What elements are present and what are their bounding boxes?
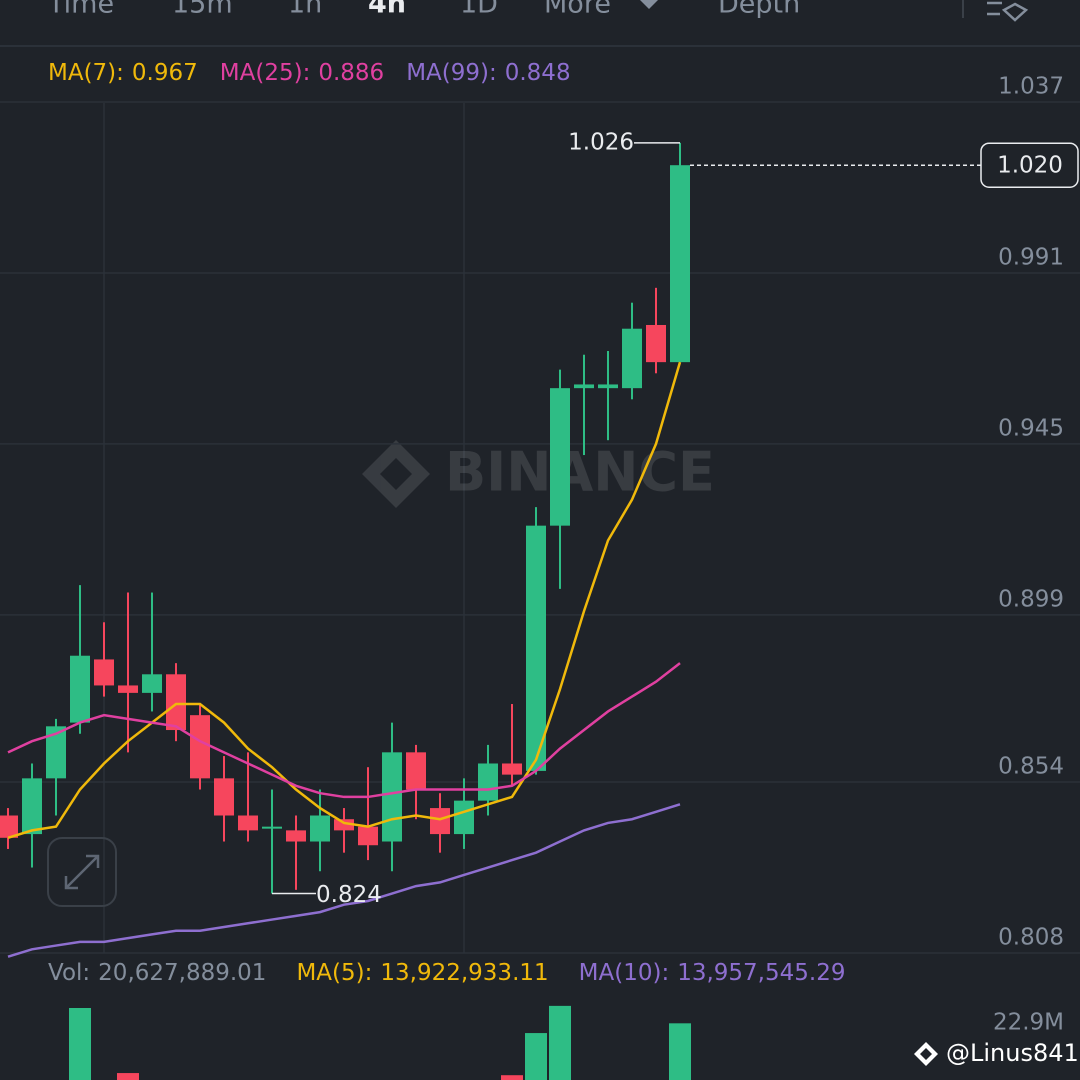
candle-body: [646, 324, 666, 363]
tab[interactable]: More: [544, 0, 611, 20]
watermark-text: BINANCE: [445, 441, 715, 504]
candle-body: [22, 778, 42, 835]
credit-text: @Linus841: [946, 1039, 1079, 1067]
vol-ma-name: MA(5):: [296, 960, 372, 986]
y-tick-label: 1.037: [998, 74, 1064, 100]
candle-body: [94, 659, 114, 686]
volume-bar: [549, 1005, 571, 1080]
volume-bar: [117, 1073, 139, 1080]
candle-body: [0, 815, 18, 838]
candle-body: [670, 165, 690, 363]
tab[interactable]: Time: [47, 0, 114, 20]
credit: @Linus841: [914, 1039, 1079, 1067]
candle-body: [502, 763, 522, 775]
last-price-label: 1.020: [997, 153, 1063, 179]
ma-line: [7, 361, 682, 839]
tab[interactable]: 15m: [172, 0, 233, 20]
candle-body: [262, 826, 282, 829]
candle-body: [238, 815, 258, 831]
candle-body: [526, 525, 546, 771]
candle-body: [166, 674, 186, 731]
candle-body: [406, 752, 426, 790]
vol-ma-value: 13,922,933.11: [380, 960, 548, 986]
ma-legend: MA(25): 0.886: [220, 60, 384, 86]
tab[interactable]: 1D: [460, 0, 498, 20]
ma-name: MA(25):: [220, 60, 311, 86]
candle-body: [310, 815, 330, 842]
candle-body: [190, 715, 210, 779]
ma-legend: MA(99): 0.848: [406, 60, 570, 86]
candle-body: [358, 826, 378, 846]
caret: [640, 0, 658, 9]
vol-tick-label: 22.9M: [993, 1010, 1064, 1036]
ma-line: [7, 662, 681, 799]
candle-body: [598, 384, 618, 389]
candle-body: [478, 763, 498, 801]
tab[interactable]: Depth: [718, 0, 800, 20]
y-tick-label: 0.854: [998, 754, 1064, 780]
vol-ma-value: 13,957,545.29: [677, 960, 845, 986]
low-label: 0.824: [316, 882, 382, 908]
vol-value: 20,627,889.01: [98, 960, 266, 986]
watermark: BINANCE: [362, 440, 715, 508]
ma-name: MA(99):: [406, 60, 497, 86]
ma-value: 0.967: [132, 60, 198, 86]
y-tick-label: 0.991: [998, 244, 1064, 270]
candle-body: [118, 685, 138, 693]
candle-body: [550, 388, 570, 526]
candle-body: [382, 752, 402, 842]
ma-name: MA(7):: [48, 60, 124, 86]
ma-value: 0.886: [318, 60, 384, 86]
candle-body: [142, 674, 162, 693]
vol-ma-name: MA(10):: [579, 960, 670, 986]
candle-body: [454, 800, 474, 835]
plot: 1.026 0.824 1.020: [0, 129, 1079, 958]
candle-body: [334, 819, 354, 831]
tabs: Time 15m 1h 4h 1D More Depth: [47, 0, 1029, 22]
last-price-box: [980, 142, 1079, 188]
volume-bar: [669, 1023, 691, 1080]
ma-legend: MA(7): 0.967: [48, 60, 198, 86]
y-tick-label: 0.808: [998, 925, 1064, 951]
tab[interactable]: 1h: [288, 0, 322, 20]
volume-bar: [69, 1008, 91, 1080]
candle-body: [622, 328, 642, 389]
volume-bar: [501, 1075, 523, 1080]
volume-bar: [525, 1033, 547, 1080]
expand-button[interactable]: [47, 837, 117, 907]
candle-body: [214, 778, 234, 816]
tab-active[interactable]: 4h: [368, 0, 406, 20]
ma-line: [7, 803, 681, 958]
y-tick-label: 0.899: [998, 586, 1064, 612]
ma-value: 0.848: [505, 60, 571, 86]
y-tick-label: 0.945: [998, 415, 1064, 441]
candle-body: [70, 655, 90, 723]
candle-body: [46, 726, 66, 779]
vol-name: Vol:: [48, 960, 90, 986]
grid: 1.037 0.991 0.945 0.899 0.854 0.808: [0, 74, 1080, 954]
candle-body: [430, 808, 450, 835]
candle-body: [286, 830, 306, 842]
settings-icon[interactable]: [987, 1, 1029, 22]
high-label: 1.026: [568, 129, 634, 155]
vol-legend: Vol: 20,627,889.01 MA(5): 13,922,933.11 MA(1…: [48, 960, 845, 986]
candle-body: [574, 384, 594, 389]
